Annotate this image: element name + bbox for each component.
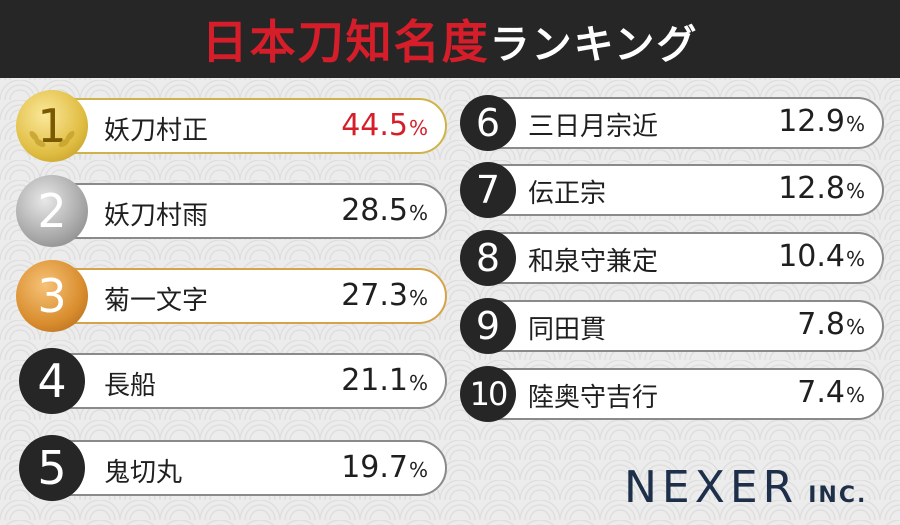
- rank-number: 4: [37, 354, 67, 408]
- rank-badge-3: 3: [16, 260, 88, 332]
- row-value: 12.9%: [778, 104, 865, 139]
- rank-number: 6: [475, 101, 501, 145]
- rank-number: 3: [37, 269, 67, 323]
- rank-badge-8: 8: [460, 230, 516, 286]
- row-name: 三日月宗近: [528, 112, 659, 142]
- row-value-number: 7.4: [797, 375, 845, 410]
- row-name: 妖刀村正: [104, 116, 209, 146]
- rank-number: 5: [37, 441, 67, 495]
- row-value: 44.5%: [341, 108, 428, 143]
- row-value-number: 7.8: [797, 307, 845, 342]
- row-name: 同田貫: [528, 315, 607, 345]
- row-name: 菊一文字: [104, 286, 209, 316]
- rank-row-2: [22, 183, 447, 239]
- row-value-number: 28.5: [341, 193, 408, 228]
- rank-badge-2: 2: [16, 175, 88, 247]
- rank-badge-10: 10: [460, 366, 516, 422]
- row-value-unit: %: [845, 112, 865, 136]
- logo-sub-text: INC.: [808, 483, 868, 508]
- rank-row-4: [22, 353, 447, 409]
- row-value: 7.4%: [797, 375, 865, 410]
- row-value-number: 21.1: [341, 363, 408, 398]
- page-title: 日本刀知名度 ランキング: [202, 6, 699, 72]
- row-value: 12.8%: [778, 171, 865, 206]
- rank-number: 7: [475, 168, 501, 212]
- row-name: 鬼切丸: [104, 458, 183, 488]
- row-value-unit: %: [408, 371, 428, 395]
- row-value-unit: %: [845, 383, 865, 407]
- row-value: 7.8%: [797, 307, 865, 342]
- header-banner: 日本刀知名度 ランキング: [0, 0, 900, 78]
- row-value-unit: %: [408, 116, 428, 140]
- rank-badge-5: 5: [19, 435, 85, 501]
- rank-number: 9: [475, 304, 501, 348]
- rank-row-6: [466, 97, 884, 149]
- logo-main-text: NEXER: [624, 462, 799, 513]
- rank-number: 8: [475, 236, 501, 280]
- row-name: 伝正宗: [528, 179, 607, 209]
- laurel-icon: [29, 131, 75, 147]
- row-value: 28.5%: [341, 193, 428, 228]
- rank-row-7: [466, 164, 884, 216]
- rank-row-9: [466, 300, 884, 352]
- rank-badge-6: 6: [460, 95, 516, 151]
- row-value-number: 12.9: [778, 104, 845, 139]
- row-value-unit: %: [845, 247, 865, 271]
- row-value: 10.4%: [778, 239, 865, 274]
- row-value-number: 12.8: [778, 171, 845, 206]
- row-name: 和泉守兼定: [528, 247, 659, 277]
- row-value-unit: %: [408, 458, 428, 482]
- rank-row-10: [466, 368, 884, 420]
- row-value-number: 19.7: [341, 450, 408, 485]
- rank-row-8: [466, 232, 884, 284]
- row-value-unit: %: [408, 286, 428, 310]
- rank-row-5: [22, 440, 447, 496]
- row-name: 陸奥守吉行: [528, 383, 659, 413]
- rank-number: 10: [469, 375, 509, 413]
- rank-badge-7: 7: [460, 162, 516, 218]
- rank-row-1: [22, 98, 447, 154]
- row-value-unit: %: [845, 179, 865, 203]
- row-name: 妖刀村雨: [104, 201, 209, 231]
- row-name: 長船: [104, 371, 157, 401]
- title-sub: ランキング: [489, 22, 699, 68]
- rank-number: 2: [37, 184, 67, 238]
- row-value-number: 10.4: [778, 239, 845, 274]
- row-value-number: 44.5: [341, 108, 408, 143]
- rank-badge-4: 4: [19, 348, 85, 414]
- company-logo: NEXER INC.: [624, 462, 867, 513]
- title-main: 日本刀知名度: [201, 15, 490, 69]
- row-value-unit: %: [845, 315, 865, 339]
- row-value-unit: %: [408, 201, 428, 225]
- row-value: 19.7%: [341, 450, 428, 485]
- rank-badge-9: 9: [460, 298, 516, 354]
- row-value: 21.1%: [341, 363, 428, 398]
- row-value-number: 27.3: [341, 278, 408, 313]
- row-value: 27.3%: [341, 278, 428, 313]
